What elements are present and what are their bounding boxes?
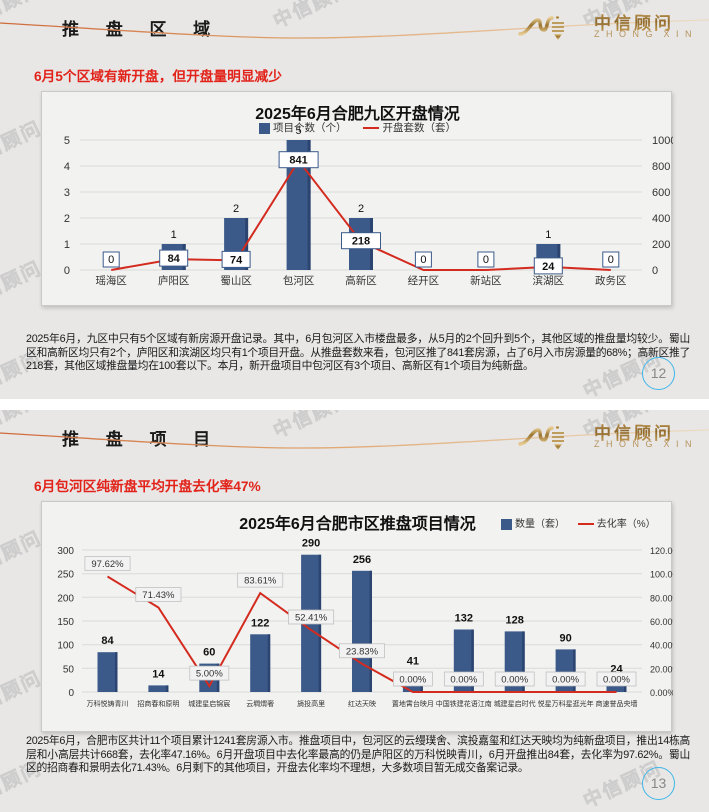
svg-text:滨湖区: 滨湖区 <box>533 274 565 287</box>
svg-text:5: 5 <box>296 125 302 137</box>
svg-text:0: 0 <box>652 265 658 277</box>
svg-text:商速誉品央墙: 商速誉品央墙 <box>596 699 638 708</box>
svg-text:41: 41 <box>407 656 419 668</box>
svg-text:256: 256 <box>353 554 371 566</box>
svg-text:0.00%: 0.00% <box>552 675 579 686</box>
svg-text:城建星启时代: 城建星启时代 <box>494 699 536 708</box>
svg-text:云墹煟奢: 云墹煟奢 <box>246 699 274 708</box>
svg-text:悦星万科星逛光年: 悦星万科星逛光年 <box>538 699 594 708</box>
svg-text:蜀山区: 蜀山区 <box>220 275 252 287</box>
svg-text:83.61%: 83.61% <box>244 576 277 587</box>
svg-text:0.00%: 0.00% <box>450 675 477 686</box>
svg-text:包河区: 包河区 <box>283 274 315 287</box>
svg-text:0.00%: 0.00% <box>603 675 630 686</box>
svg-text:200: 200 <box>57 593 74 604</box>
svg-text:0: 0 <box>68 688 74 699</box>
svg-text:400: 400 <box>652 213 670 225</box>
svg-text:84: 84 <box>101 635 114 647</box>
svg-text:132: 132 <box>455 613 473 625</box>
svg-text:2: 2 <box>64 213 70 225</box>
svg-text:政务区: 政务区 <box>595 274 627 287</box>
svg-text:97.62%: 97.62% <box>91 559 124 570</box>
svg-text:71.43%: 71.43% <box>142 590 175 601</box>
svg-text:150: 150 <box>57 617 74 628</box>
svg-text:红达天映: 红达天映 <box>348 699 376 708</box>
svg-text:新站区: 新站区 <box>470 274 502 287</box>
svg-text:高新区: 高新区 <box>345 274 377 287</box>
svg-text:0: 0 <box>420 254 426 266</box>
svg-text:84: 84 <box>168 253 181 265</box>
svg-text:0: 0 <box>108 254 114 266</box>
svg-text:90: 90 <box>559 632 571 644</box>
svg-text:2: 2 <box>233 203 239 215</box>
svg-text:250: 250 <box>57 570 74 581</box>
svg-text:841: 841 <box>289 155 307 167</box>
svg-text:120.00%: 120.00% <box>650 546 673 556</box>
svg-text:74: 74 <box>230 254 243 266</box>
svg-text:23.83%: 23.83% <box>346 646 379 657</box>
svg-text:1: 1 <box>64 239 70 251</box>
svg-text:200: 200 <box>652 239 670 251</box>
svg-text:1: 1 <box>171 229 177 241</box>
svg-text:14: 14 <box>152 668 165 680</box>
svg-text:1: 1 <box>545 229 551 241</box>
svg-text:招商春和原明: 招商春和原明 <box>137 699 179 708</box>
svg-text:0.00%: 0.00% <box>650 688 673 698</box>
svg-text:城建星启锦宸: 城建星启锦宸 <box>188 699 230 708</box>
svg-text:1000: 1000 <box>652 135 673 147</box>
svg-text:80.00%: 80.00% <box>650 593 673 603</box>
svg-text:5: 5 <box>64 135 70 147</box>
svg-text:128: 128 <box>506 614 524 626</box>
svg-text:800: 800 <box>652 161 670 173</box>
svg-text:5.00%: 5.00% <box>196 669 223 680</box>
svg-text:4: 4 <box>64 161 70 173</box>
svg-text:40.00%: 40.00% <box>650 641 673 651</box>
svg-text:20.00%: 20.00% <box>650 664 673 674</box>
svg-text:2: 2 <box>358 203 364 215</box>
svg-text:3: 3 <box>64 187 70 199</box>
svg-text:0.00%: 0.00% <box>399 675 426 686</box>
svg-text:0: 0 <box>64 265 70 277</box>
svg-text:经开区: 经开区 <box>408 274 440 287</box>
svg-text:中国铁建花语江南: 中国铁建花语江南 <box>436 699 492 708</box>
svg-text:万科悦铸青川: 万科悦铸青川 <box>87 699 129 708</box>
svg-text:0: 0 <box>483 254 489 266</box>
svg-text:290: 290 <box>302 538 320 550</box>
svg-text:60: 60 <box>203 647 215 659</box>
svg-text:50: 50 <box>63 664 75 675</box>
svg-text:瑶海区: 瑶海区 <box>95 274 127 287</box>
svg-text:旖投高里: 旖投高里 <box>297 699 325 708</box>
svg-text:置地霄台映月: 置地霄台映月 <box>392 699 434 708</box>
svg-text:24: 24 <box>542 261 555 273</box>
svg-text:100.00%: 100.00% <box>650 570 673 580</box>
svg-text:庐阳区: 庐阳区 <box>158 274 190 287</box>
svg-text:52.41%: 52.41% <box>295 613 328 624</box>
svg-text:122: 122 <box>251 617 269 629</box>
svg-text:100: 100 <box>57 641 74 652</box>
svg-text:600: 600 <box>652 187 670 199</box>
svg-text:60.00%: 60.00% <box>650 617 673 627</box>
svg-text:0: 0 <box>608 254 614 266</box>
svg-text:218: 218 <box>352 236 370 248</box>
svg-text:300: 300 <box>57 546 74 557</box>
svg-text:0.00%: 0.00% <box>501 675 528 686</box>
